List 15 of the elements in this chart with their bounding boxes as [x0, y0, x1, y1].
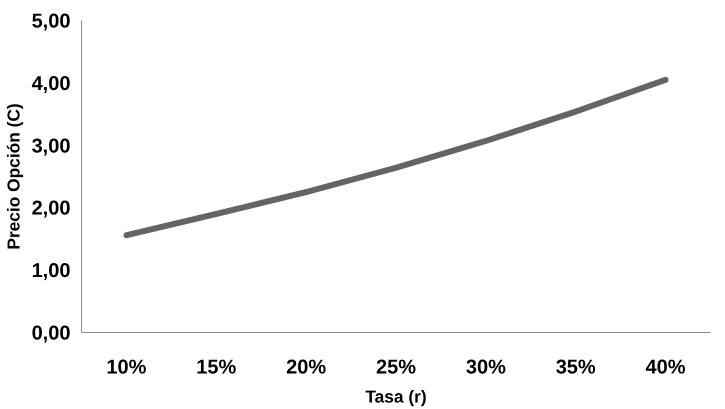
x-tick-label: 20%	[286, 356, 326, 378]
y-axis-title: Precio Opción (C)	[4, 103, 24, 250]
y-tick-label: 0,00	[32, 322, 71, 344]
y-tick-label: 2,00	[32, 198, 71, 220]
y-tick-label: 3,00	[32, 135, 71, 158]
x-tick-label: 15%	[196, 356, 237, 378]
x-tick-label: 25%	[376, 356, 416, 378]
y-tick-label: 4,00	[32, 72, 71, 95]
x-axis-title: Tasa (r)	[365, 386, 427, 406]
x-tick-label: 35%	[556, 356, 596, 378]
x-tick-label: 40%	[646, 356, 686, 378]
y-tick-label: 1,00	[32, 260, 71, 282]
x-tick-label: 10%	[106, 356, 147, 378]
y-tick-label: 5,00	[32, 10, 71, 32]
x-tick-label: 30%	[466, 356, 506, 378]
